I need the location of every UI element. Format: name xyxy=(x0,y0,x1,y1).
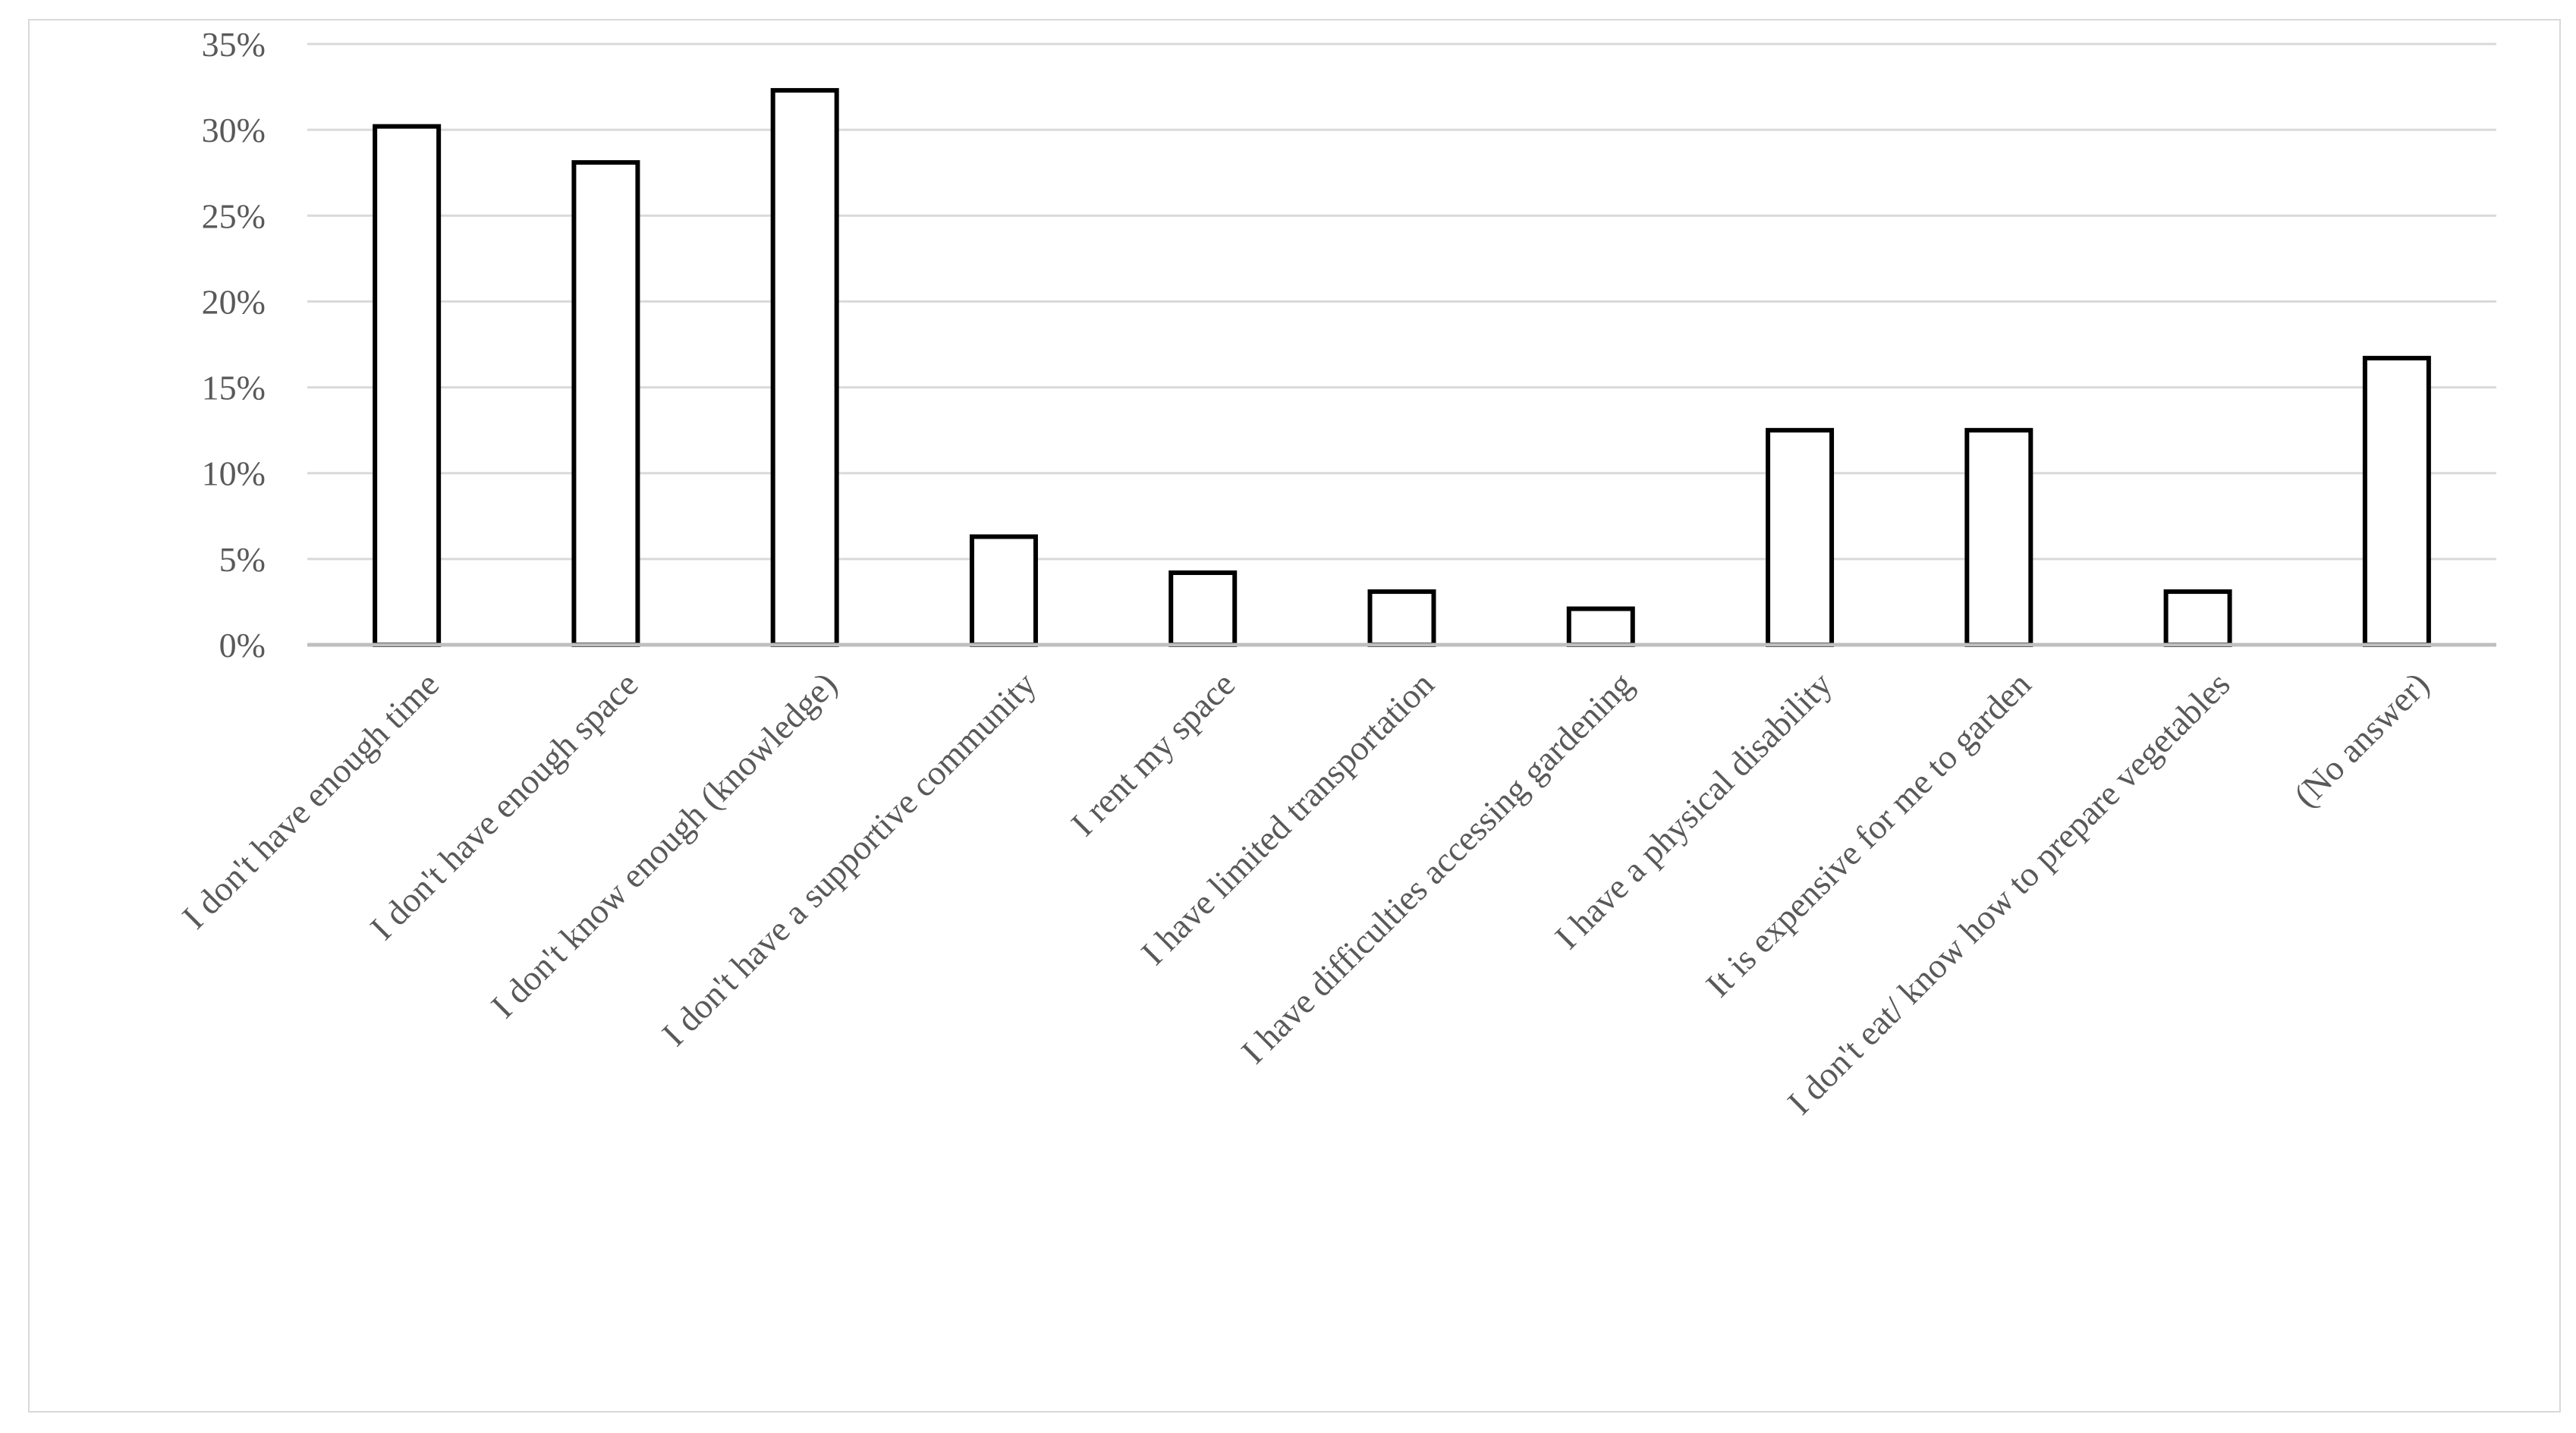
y-tick-label: 5% xyxy=(219,540,266,579)
bar xyxy=(1964,428,2033,648)
x-category-label: I don't have a supportive community xyxy=(654,665,1043,1054)
y-tick-label: 15% xyxy=(202,369,266,407)
y-axis-tick-labels: 0% 5% 10% 15% 20% 25% 30% 35% xyxy=(202,25,266,665)
bar xyxy=(770,88,839,647)
bar xyxy=(1766,428,1835,648)
bar xyxy=(1566,606,1635,647)
bars xyxy=(373,88,2431,648)
y-tick-label: 35% xyxy=(202,25,266,64)
x-category-label: I don't eat/ know how to prepare vegetab… xyxy=(1780,665,2238,1122)
gridlines xyxy=(307,42,2496,561)
x-category-label: It is expensive for me to garden xyxy=(1698,665,2038,1004)
y-tick-label: 20% xyxy=(202,282,266,321)
x-category-label: I don't know enough (knowledge) xyxy=(483,665,845,1026)
bar xyxy=(969,534,1038,647)
bar xyxy=(1168,570,1238,648)
bar xyxy=(1367,589,1436,648)
chart-frame xyxy=(28,19,2561,1413)
x-category-label: I rent my space xyxy=(1064,665,1243,844)
bar xyxy=(2362,356,2431,647)
y-tick-label: 25% xyxy=(202,196,266,235)
y-tick-label: 30% xyxy=(202,111,266,149)
x-category-label: (No answer) xyxy=(2286,665,2436,815)
y-tick-label: 10% xyxy=(202,454,266,493)
x-category-label: I have difficulties accessing gardening xyxy=(1234,665,1640,1071)
bar xyxy=(571,160,640,647)
bar xyxy=(2163,589,2232,648)
bar xyxy=(373,124,442,648)
y-tick-label: 0% xyxy=(219,626,266,665)
